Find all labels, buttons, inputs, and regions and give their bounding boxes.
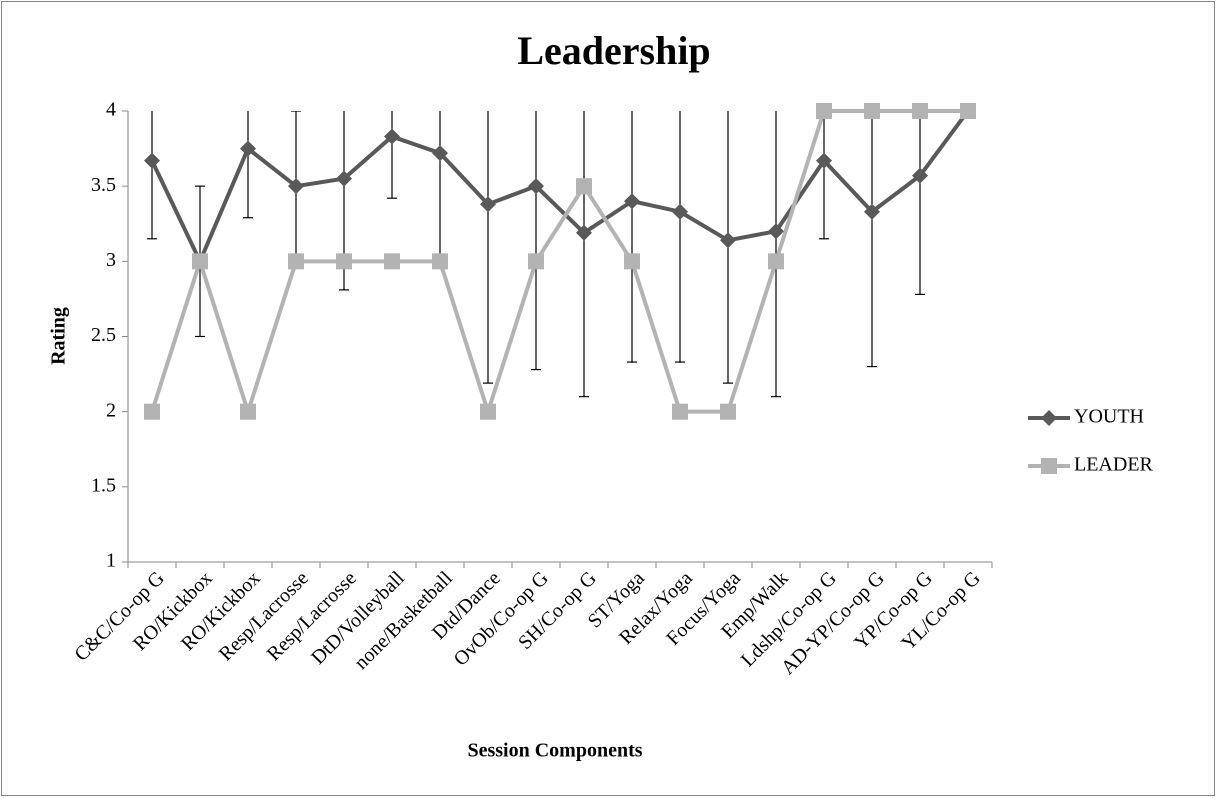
marker [144,152,160,169]
marker [816,152,832,169]
chart-title: Leadership [517,28,710,73]
marker [672,203,688,220]
marker [288,178,304,195]
marker [240,403,256,420]
marker [432,145,448,162]
y-tick-label: 2.5 [91,324,116,346]
marker [1041,458,1057,474]
y-tick-label: 1 [106,550,116,572]
marker [720,403,736,420]
marker [144,403,160,420]
y-tick-label: 2 [106,399,116,421]
marker [576,224,592,241]
marker [480,403,496,420]
marker [336,253,352,270]
marker [192,253,208,270]
series-line [150,109,970,267]
marker [480,196,496,213]
marker [432,253,448,270]
marker [624,193,640,210]
legend-label: YOUTH [1074,406,1144,428]
marker [576,178,592,195]
marker [384,253,400,270]
marker [336,170,352,187]
marker [528,178,544,195]
marker [864,203,880,220]
marker [912,103,928,119]
marker [384,128,400,145]
y-tick-label: 3.5 [91,174,116,196]
marker [528,253,544,270]
marker [912,167,928,184]
marker [720,232,736,249]
y-axis-label: Rating [48,307,70,365]
marker [768,253,784,270]
marker [624,253,640,270]
y-tick-label: 3 [106,249,116,271]
marker [240,140,256,157]
marker [1041,410,1057,426]
marker [768,223,784,240]
legend-label: LEADER [1074,454,1154,476]
y-tick-label: 1.5 [91,474,116,496]
x-axis-label: Session Components [467,740,642,762]
marker [816,103,832,119]
marker [960,103,976,119]
marker [864,103,880,119]
marker [672,403,688,420]
marker [288,253,304,270]
y-tick-label: 4 [106,99,116,121]
